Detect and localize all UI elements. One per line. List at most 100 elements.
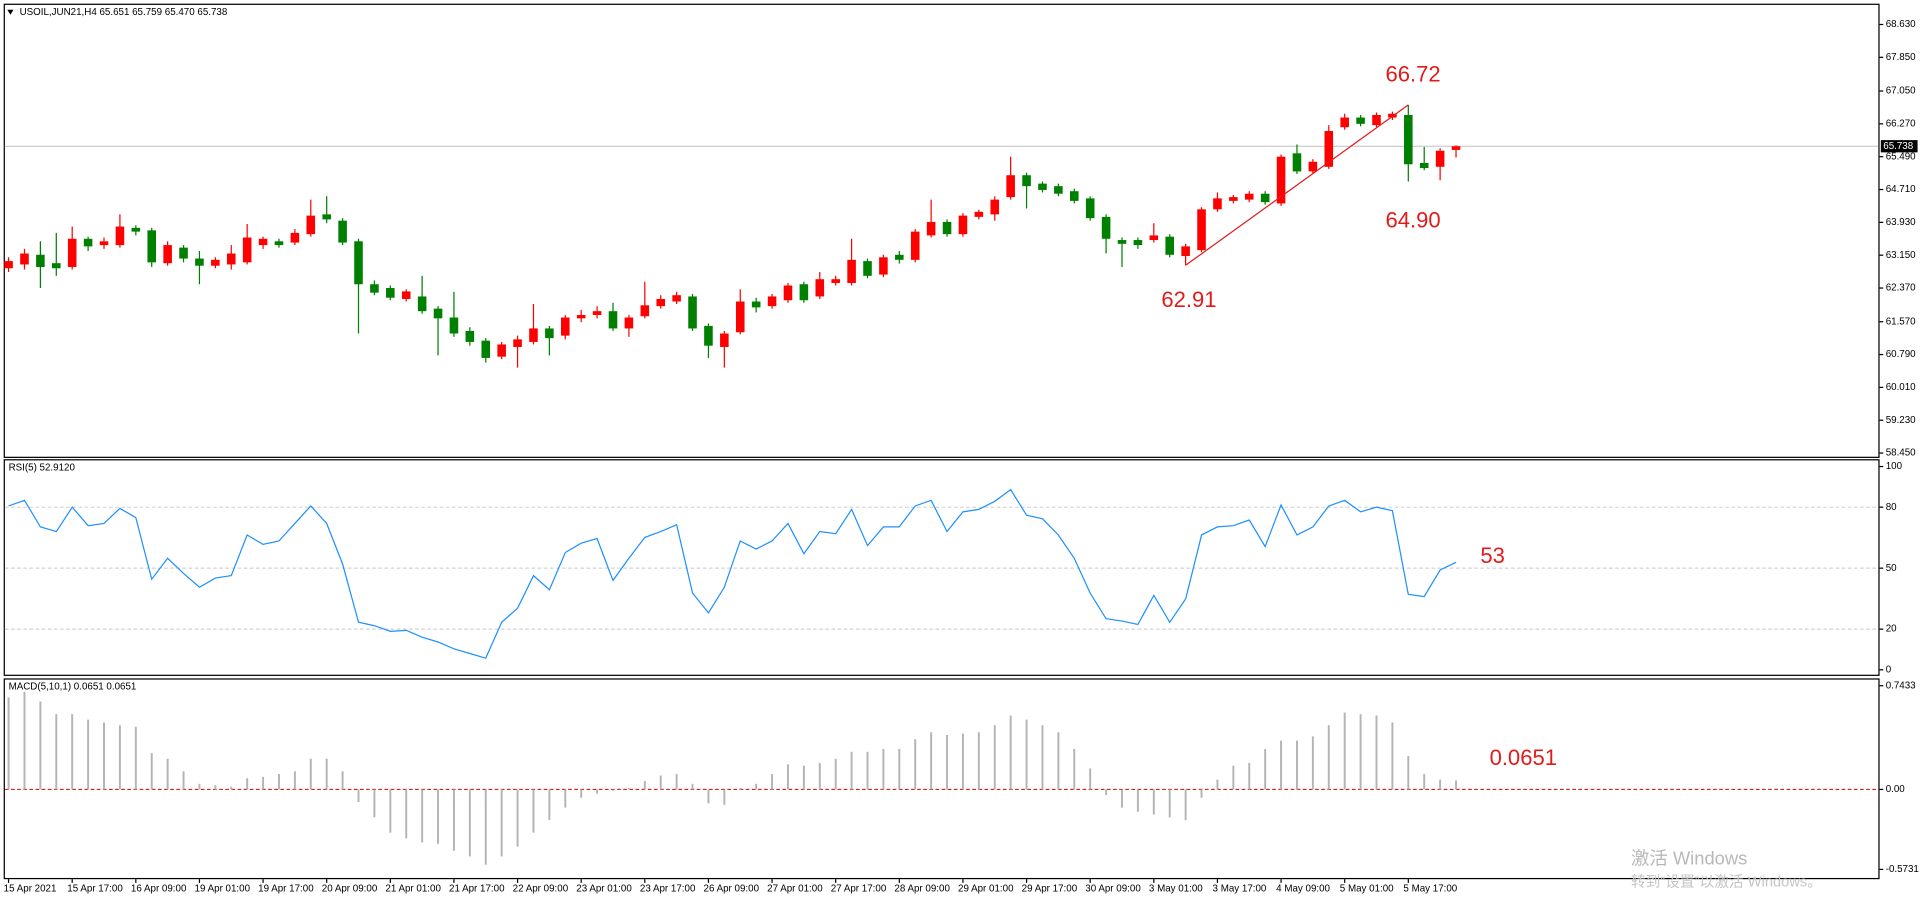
price-header: USOIL,JUN21,H4 65.651 65.759 65.470 65.7… [20, 7, 228, 18]
y-tick-label: 0.7433 [1886, 680, 1916, 691]
x-tick-label: 30 Apr 09:00 [1085, 884, 1141, 895]
candle-body [274, 241, 284, 246]
candle-body [751, 301, 761, 308]
candle-body [958, 215, 968, 235]
candle-body [529, 328, 538, 342]
x-tick-label: 21 Apr 17:00 [449, 884, 505, 895]
menu-arrow [7, 9, 14, 15]
candle-body [401, 291, 411, 299]
y-tick-label: 20 [1886, 624, 1897, 635]
candle-body [1276, 156, 1286, 204]
candle-body [831, 279, 840, 283]
candle-body [576, 314, 586, 319]
annotation: 64.90 [1385, 207, 1440, 232]
last-price-box [1880, 140, 1918, 153]
candle-body [99, 241, 109, 246]
candle-body [20, 253, 29, 265]
candle-body [688, 296, 697, 329]
x-tick-label: 20 Apr 09:00 [322, 884, 378, 895]
candle-body [767, 296, 777, 307]
candle-body [36, 254, 45, 267]
y-tick-label: 62.370 [1886, 283, 1916, 294]
candle-body [242, 237, 252, 263]
candle-body [115, 226, 125, 246]
candle-body [1181, 246, 1190, 257]
candle-body [322, 214, 331, 220]
candle-body [465, 330, 475, 342]
candle-body [1197, 209, 1206, 251]
y-tick-label: 50 [1886, 563, 1897, 574]
y-tick-label: 65.490 [1886, 151, 1916, 162]
y-tick-label: 67.850 [1886, 52, 1916, 63]
x-tick-label: 16 Apr 09:00 [131, 884, 187, 895]
annotation: 66.72 [1385, 62, 1440, 87]
trend-line [1185, 104, 1409, 266]
x-tick-label: 22 Apr 09:00 [513, 884, 569, 895]
candle-body [656, 298, 666, 307]
candle-body [1308, 161, 1318, 172]
y-tick-label: 64.710 [1886, 184, 1916, 195]
candle-body [561, 317, 570, 336]
candle-body [1229, 197, 1238, 201]
x-tick-label: 29 Apr 17:00 [1022, 884, 1078, 895]
candle-body [942, 221, 952, 235]
candle-body [735, 301, 745, 333]
candle-body [370, 284, 379, 293]
y-tick-label: 67.050 [1886, 86, 1916, 97]
x-tick-label: 23 Apr 17:00 [640, 884, 696, 895]
y-tick-label: 0 [1886, 664, 1892, 675]
x-tick-label: 28 Apr 09:00 [894, 884, 950, 895]
y-tick-label: -0.5731 [1886, 864, 1919, 875]
candle-body [974, 211, 984, 217]
x-tick-label: 5 May 01:00 [1340, 884, 1394, 895]
x-tick-label: 5 May 17:00 [1403, 884, 1457, 895]
candle-body [720, 333, 729, 347]
y-tick-label: 60.790 [1886, 349, 1916, 360]
candle-body [1292, 153, 1302, 172]
rsi-header: RSI(5) 52.9120 [9, 462, 76, 473]
candle-body [147, 230, 157, 263]
candle-body [783, 285, 793, 301]
y-tick-label: 66.270 [1886, 118, 1916, 129]
candle-body [926, 221, 936, 236]
y-tick-label: 80 [1886, 502, 1897, 513]
candle-body [211, 259, 220, 266]
candle-body [1324, 131, 1334, 167]
x-tick-label: 19 Apr 17:00 [258, 884, 314, 895]
candle-body [497, 344, 506, 357]
candle-body [704, 325, 713, 346]
y-tick-label: 59.230 [1886, 415, 1916, 426]
candle-body [1117, 240, 1127, 244]
macd-header: MACD(5,10,1) 0.0651 0.0651 [9, 682, 137, 693]
candle-body [1435, 150, 1445, 167]
annotation: 53 [1480, 543, 1505, 568]
candle-body [863, 261, 872, 276]
candle-body [1356, 117, 1365, 124]
candle-body [799, 284, 809, 301]
candle-body [195, 258, 204, 266]
candle-body [290, 232, 300, 243]
candle-body [1404, 115, 1413, 165]
candle-body [1038, 183, 1047, 190]
x-tick-label: 3 May 01:00 [1149, 884, 1203, 895]
candle-body [1340, 117, 1349, 128]
candle-body [179, 247, 188, 259]
macd-panel [3, 678, 1880, 880]
x-tick-label: 21 Apr 01:00 [385, 884, 441, 895]
x-tick-label: 15 Apr 17:00 [67, 884, 123, 895]
rsi-line [8, 488, 1457, 659]
y-tick-label: 63.150 [1886, 250, 1916, 261]
last-price-label: 65.738 [1883, 141, 1913, 152]
candle-body [910, 231, 920, 260]
candle-body [52, 263, 61, 269]
candle-body [67, 238, 77, 267]
candle-body [83, 238, 93, 247]
candle-body [1149, 235, 1159, 241]
candle-body [481, 340, 491, 358]
x-tick-label: 27 Apr 17:00 [831, 884, 887, 895]
candle-body [1085, 198, 1095, 219]
candle-body [1165, 236, 1175, 255]
candle-body [672, 295, 681, 302]
annotation: 0.0651 [1490, 745, 1557, 770]
candle-body [990, 199, 1000, 215]
